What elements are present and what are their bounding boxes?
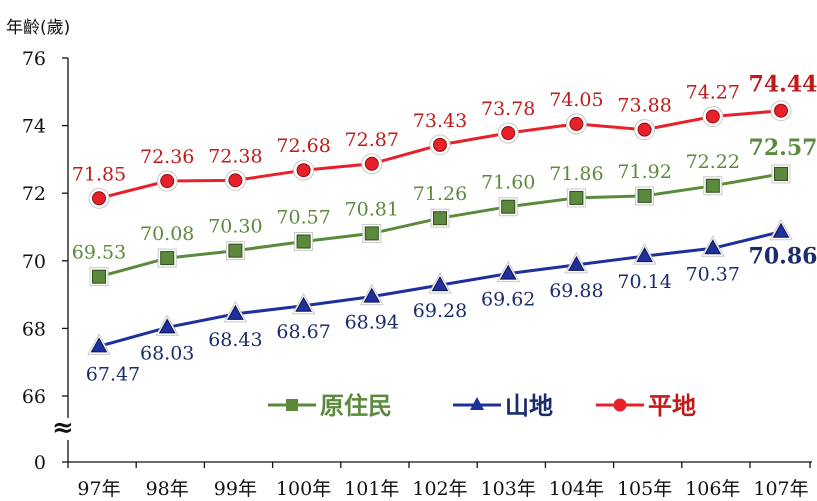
data-point-circle [705, 109, 720, 124]
x-tick-label: 106年 [685, 478, 740, 500]
data-label: 72.87 [345, 129, 399, 151]
x-tick-label: 104年 [549, 478, 604, 500]
data-label: 72.38 [208, 145, 262, 167]
data-point-circle [637, 122, 652, 137]
y-axis-title: 年齡(歲) [6, 18, 70, 38]
legend: 原住民 山地 平地 [268, 392, 696, 420]
legend-label: 原住民 [320, 392, 392, 420]
x-tick-label: 97年 [77, 478, 120, 500]
data-point-square [296, 234, 311, 249]
y-tick-label: 0 [34, 452, 46, 474]
data-point-square [705, 178, 720, 193]
data-point-circle [160, 174, 175, 189]
y-tick-label: 66 [22, 386, 46, 408]
data-point-square [774, 166, 788, 181]
data-label: 69.28 [413, 300, 467, 322]
x-tick-label: 103年 [481, 478, 536, 500]
data-label: 71.92 [617, 161, 671, 183]
data-label: 70.86 [749, 244, 817, 270]
data-point-triangle [704, 239, 722, 255]
data-label: 74.44 [749, 72, 817, 98]
data-point-circle [774, 103, 788, 118]
data-label: 68.67 [276, 321, 330, 343]
legend-marker-circle [613, 398, 627, 412]
legend-marker-triangle [470, 397, 484, 410]
data-label: 68.43 [208, 329, 262, 351]
data-label: 71.86 [549, 163, 603, 185]
data-point-circle [569, 116, 584, 131]
data-point-square [569, 190, 584, 205]
x-tick-label: 101年 [344, 478, 399, 500]
data-label: 73.43 [413, 110, 467, 132]
data-label: 72.68 [276, 135, 330, 157]
data-point-triangle [90, 337, 108, 353]
data-label: 73.88 [617, 95, 671, 117]
data-point-square [501, 199, 516, 214]
data-point-triangle [636, 247, 653, 263]
data-point-circle [296, 163, 311, 178]
data-point-triangle [227, 304, 244, 320]
data-point-circle [433, 137, 447, 152]
x-tick-label: 100年 [276, 478, 331, 500]
data-label: 67.47 [86, 363, 140, 385]
data-point-square [92, 269, 106, 284]
series-markers [87, 100, 793, 355]
data-label: 68.94 [345, 312, 399, 334]
data-point-square [228, 243, 243, 258]
x-tick-label: 105年 [617, 478, 672, 500]
data-label: 71.26 [413, 183, 467, 205]
data-label: 72.36 [140, 146, 194, 168]
data-labels: 69.53 70.08 70.30 70.57 70.81 71.26 71.60 71.86… [72, 72, 817, 386]
data-point-triangle [772, 222, 790, 238]
y-tick-label: 76 [22, 48, 46, 70]
data-point-triangle [295, 296, 312, 312]
legend-label: 山地 [505, 392, 553, 420]
data-point-triangle [158, 318, 176, 334]
data-label: 70.81 [345, 198, 399, 220]
y-tick-label: 72 [22, 183, 46, 205]
legend-label: 平地 [648, 392, 696, 420]
data-point-triangle [363, 287, 381, 303]
data-label: 69.53 [72, 242, 126, 264]
data-label: 74.05 [549, 89, 603, 111]
data-point-square [364, 226, 379, 241]
data-label: 70.30 [208, 216, 262, 238]
data-point-circle [364, 156, 379, 171]
data-label: 69.62 [481, 289, 535, 311]
data-label: 70.08 [140, 223, 194, 245]
data-point-circle [501, 126, 516, 141]
data-label: 69.88 [549, 280, 603, 302]
data-label: 70.37 [686, 263, 740, 285]
axes: ≈76 74 72 70 68 66 0 97年 98年 99年 100年 101年 102年 103年 1… [22, 48, 812, 500]
x-tick-label: 102年 [412, 478, 467, 500]
data-point-triangle [499, 264, 517, 280]
data-label: 70.57 [276, 207, 330, 229]
x-tick-label: 107年 [753, 478, 808, 500]
data-label: 73.78 [481, 98, 535, 120]
data-label: 72.22 [686, 151, 740, 173]
data-point-triangle [431, 276, 449, 292]
x-tick-label: 98年 [146, 478, 189, 500]
axis-break-mark: ≈ [52, 413, 74, 443]
data-label: 71.85 [72, 163, 126, 185]
data-point-square [160, 251, 175, 266]
y-tick-label: 70 [22, 251, 46, 273]
data-point-square [637, 188, 652, 203]
data-label: 68.03 [140, 342, 194, 364]
x-tick-label: 99年 [214, 478, 257, 500]
y-tick-label: 68 [22, 318, 46, 340]
data-label: 71.60 [481, 172, 535, 194]
data-label: 70.14 [617, 271, 671, 293]
data-point-circle [92, 191, 106, 206]
data-point-circle [228, 173, 243, 188]
y-tick-label: 74 [22, 116, 46, 138]
data-label: 72.57 [749, 135, 817, 161]
legend-marker-square [286, 399, 298, 411]
data-point-square [433, 211, 447, 226]
data-label: 74.27 [686, 81, 740, 103]
data-point-triangle [568, 255, 585, 271]
